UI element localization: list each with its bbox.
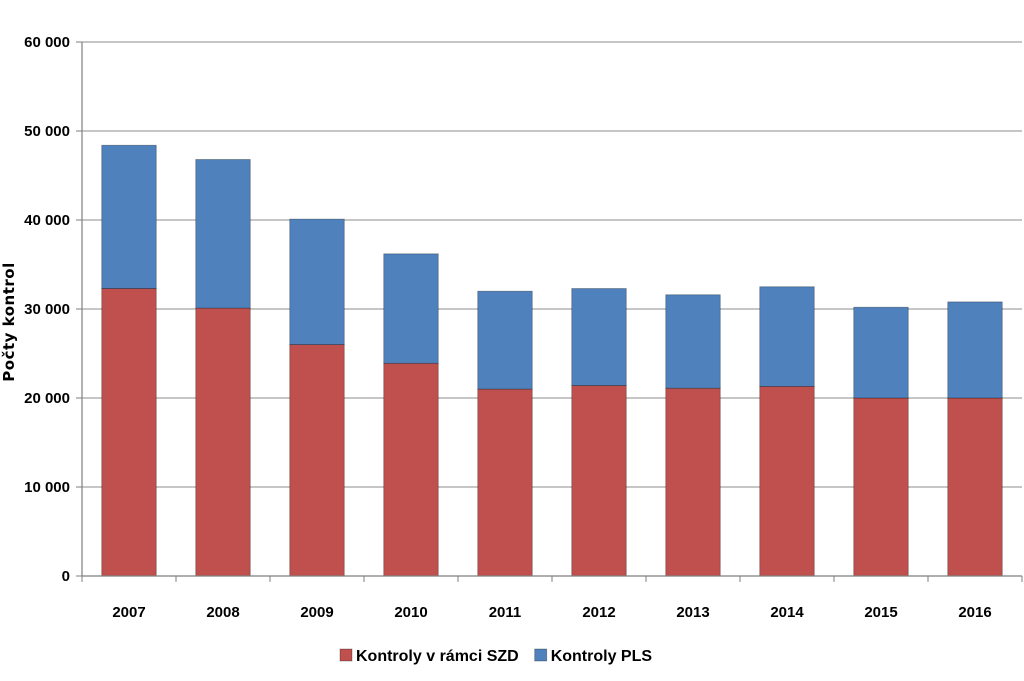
x-tick-label-2016: 2016 xyxy=(958,604,991,621)
bar-2013-series-0 xyxy=(665,387,721,577)
bar-2014-series-0 xyxy=(759,386,815,577)
legend-swatch-1 xyxy=(534,648,548,662)
bars xyxy=(101,144,1003,577)
x-tick-label-2014: 2014 xyxy=(770,604,804,621)
bar-2012-series-0 xyxy=(571,385,627,577)
bar-2008-series-0 xyxy=(195,307,251,577)
x-tick-label-2010: 2010 xyxy=(394,604,427,621)
y-tick-label-1: 10 000 xyxy=(24,479,70,496)
y-tick-label-3: 30 000 xyxy=(24,301,70,318)
x-tick-label-2015: 2015 xyxy=(864,604,897,621)
legend: Kontroly v rámci SZD Kontroly PLS xyxy=(339,648,653,665)
x-tick-label-2009: 2009 xyxy=(300,604,333,621)
x-tick-label-2012: 2012 xyxy=(582,604,615,621)
x-tick-labels: 2007 2008 2009 2010 2011 2012 2013 2014 2015 2016 xyxy=(112,604,991,621)
x-tick-label-2013: 2013 xyxy=(676,604,709,621)
legend-swatch-0 xyxy=(339,648,353,662)
bar-2014-series-1 xyxy=(759,286,815,387)
y-tick-label-6: 60 000 xyxy=(24,34,70,51)
bar-2009-series-0 xyxy=(289,344,345,577)
legend-label-0: Kontroly v rámci SZD xyxy=(356,648,519,665)
y-tick-labels: 0 10 000 20 000 30 000 40 000 50 000 60 000 xyxy=(24,34,70,585)
bar-2013-series-1 xyxy=(665,294,721,389)
bar-2012-series-1 xyxy=(571,288,627,386)
bar-2010-series-0 xyxy=(383,362,439,577)
x-tick-label-2007: 2007 xyxy=(112,604,145,621)
bar-2016-series-0 xyxy=(947,397,1003,577)
bar-2015-series-0 xyxy=(853,397,909,577)
y-axis-title: Počty kontrol xyxy=(0,262,18,381)
bar-2008-series-1 xyxy=(195,159,251,309)
bar-2007-series-1 xyxy=(101,144,157,289)
bar-2011-series-1 xyxy=(477,290,533,390)
bar-2010-series-1 xyxy=(383,253,439,364)
y-tick-label-4: 40 000 xyxy=(24,212,70,229)
bar-2015-series-1 xyxy=(853,306,909,399)
x-tick-label-2011: 2011 xyxy=(489,604,522,621)
bar-2009-series-1 xyxy=(289,218,345,345)
bar-2011-series-0 xyxy=(477,388,533,577)
legend-label-1: Kontroly PLS xyxy=(551,648,653,665)
y-tick-label-0: 0 xyxy=(62,568,70,585)
y-tick-label-2: 20 000 xyxy=(24,390,70,407)
bar-2016-series-1 xyxy=(947,301,1003,399)
x-tick-label-2008: 2008 xyxy=(206,604,239,621)
axes xyxy=(76,41,1023,582)
bar-2007-series-0 xyxy=(101,288,157,577)
y-tick-label-5: 50 000 xyxy=(24,123,70,140)
